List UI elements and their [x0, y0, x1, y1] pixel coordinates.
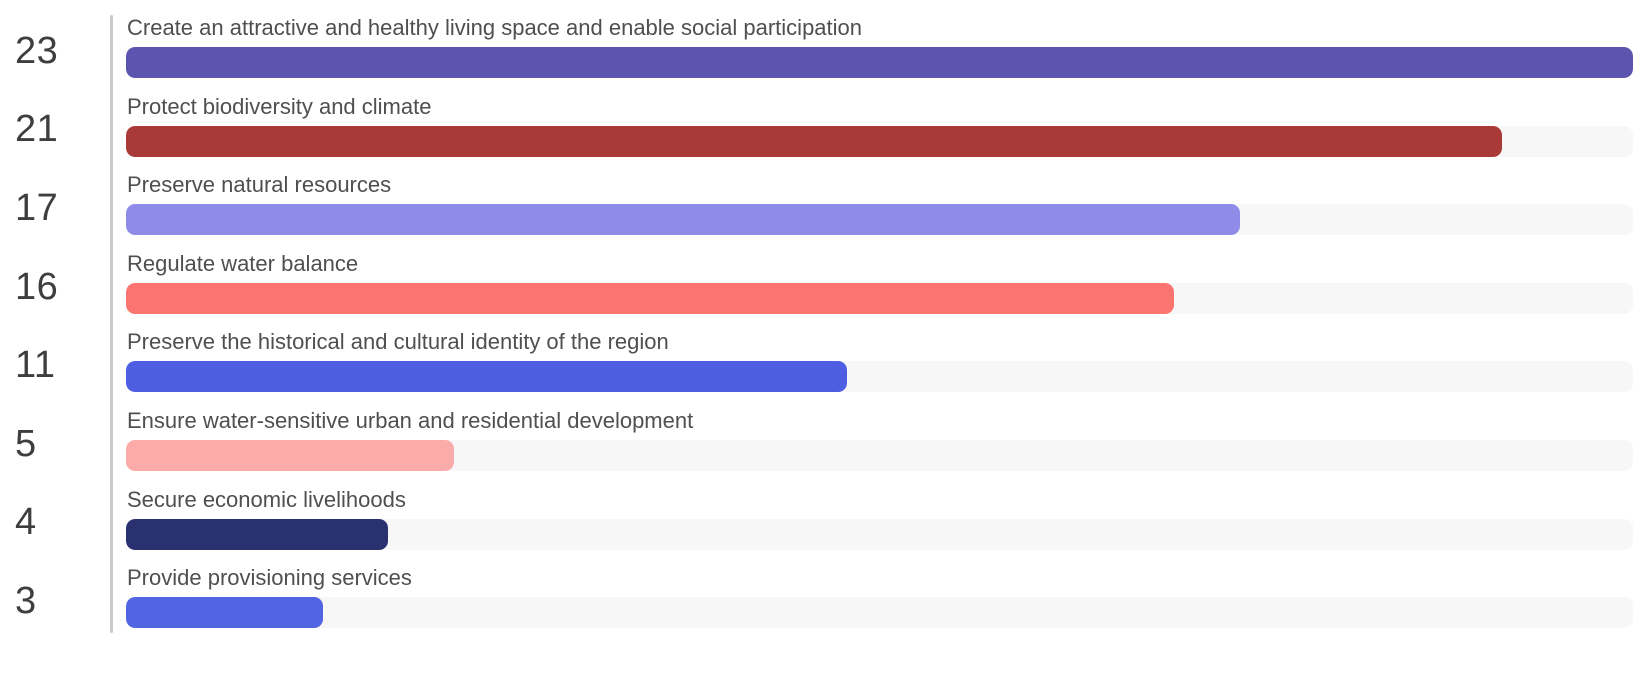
axis-value: 23: [15, 29, 59, 72]
bar: [126, 361, 847, 393]
bar-track: [126, 47, 1633, 78]
axis-value: 16: [15, 265, 59, 308]
axis-value: 11: [15, 344, 56, 387]
bar-track: [126, 361, 1633, 393]
bar: [126, 125, 1502, 157]
bar-row: Preserve the historical and cultural ide…: [126, 326, 1633, 405]
value-axis: 23 21 17 16 11 5 4 3: [0, 12, 110, 680]
bar-label: Protect biodiversity and climate: [127, 93, 432, 119]
bar-label: Preserve the historical and cultural ide…: [127, 329, 669, 355]
bar-track: [126, 518, 1633, 550]
bar: [126, 518, 389, 550]
bar-row: Regulate water balance: [126, 248, 1633, 327]
bar-label: Create an attractive and healthy living …: [127, 15, 863, 40]
bar-row: Provide provisioning services: [126, 562, 1633, 641]
bar: [126, 439, 454, 471]
bar-track: [126, 597, 1633, 629]
bar-label: Regulate water balance: [127, 250, 359, 276]
axis-value: 4: [15, 501, 37, 544]
axis-line: [110, 15, 113, 633]
bar-row: Preserve natural resources: [126, 169, 1633, 248]
bar: [126, 597, 323, 629]
bar-track: [126, 125, 1633, 157]
axis-value: 5: [15, 422, 37, 465]
axis-value: 3: [15, 579, 37, 622]
bar-label: Secure economic livelihoods: [127, 486, 406, 512]
axis-value: 17: [15, 186, 59, 229]
bar: [126, 204, 1240, 236]
bar-label: Ensure water-sensitive urban and residen…: [127, 407, 694, 433]
bar-rows: Create an attractive and healthy living …: [126, 12, 1633, 680]
axis-value: 21: [15, 108, 59, 151]
bar: [126, 282, 1175, 314]
bar-row: Secure economic livelihoods: [126, 484, 1633, 563]
bar-row: Protect biodiversity and climate: [126, 91, 1633, 170]
bar-track: [126, 204, 1633, 236]
bar-track: [126, 439, 1633, 471]
bar-row: Create an attractive and healthy living …: [126, 12, 1633, 91]
bar-row: Ensure water-sensitive urban and residen…: [126, 405, 1633, 484]
bar-track: [126, 282, 1633, 314]
bar-label: Preserve natural resources: [127, 172, 392, 198]
bar-label: Provide provisioning services: [127, 565, 412, 591]
bar: [126, 47, 1633, 78]
